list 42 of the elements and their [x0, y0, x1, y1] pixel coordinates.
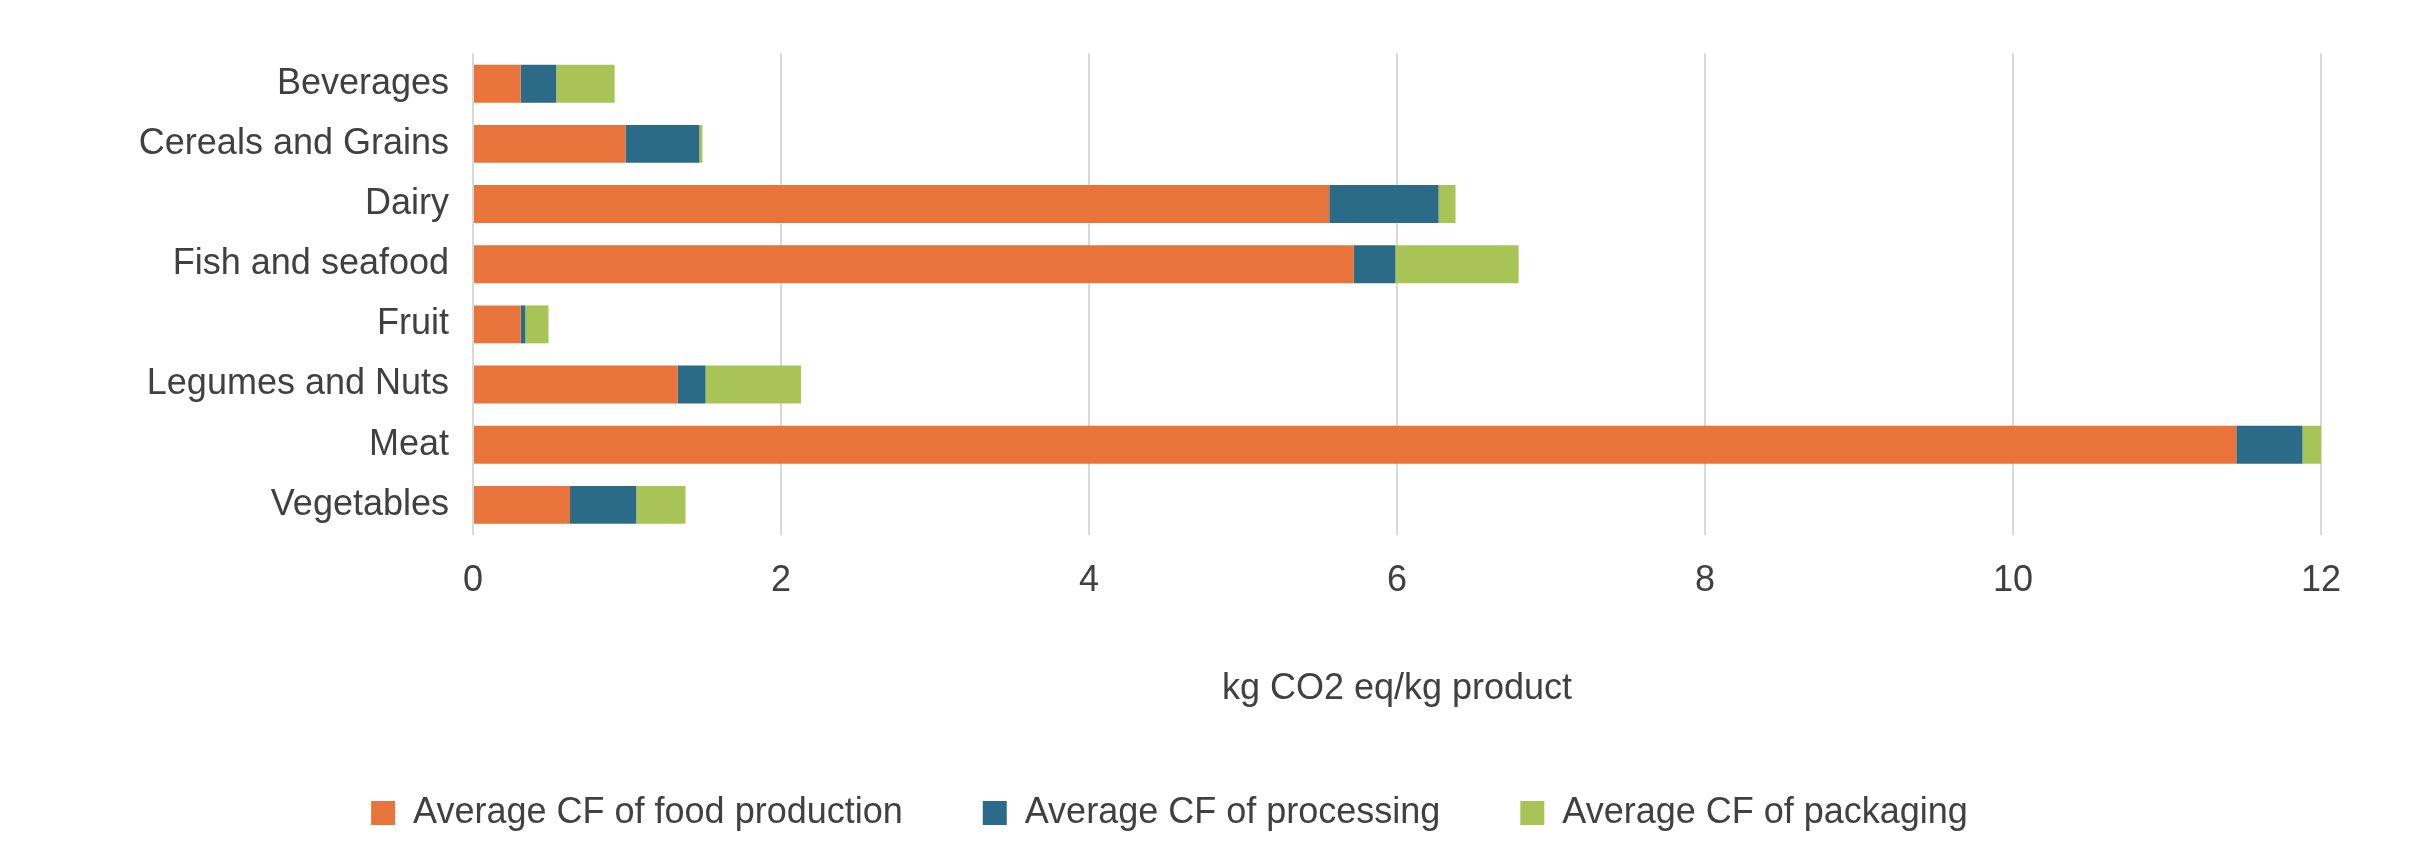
bar — [2236, 425, 2303, 464]
bar — [556, 64, 615, 103]
x-tick-label: 12 — [2300, 557, 2342, 599]
x-tick-label: 2 — [770, 557, 792, 599]
bar — [474, 305, 521, 344]
x-tick-label: 0 — [462, 557, 484, 599]
y-tick-label: Vegetables — [270, 481, 449, 523]
bar — [570, 485, 637, 524]
bar — [1353, 245, 1396, 284]
y-tick-label: Meat — [368, 421, 449, 463]
bar — [525, 305, 549, 344]
bar — [677, 365, 706, 404]
y-tick-label: Cereals and Grains — [138, 120, 449, 162]
bar — [625, 124, 700, 163]
y-tick-label: Legumes and Nuts — [146, 361, 449, 403]
legend-label: Average CF of packaging — [1562, 789, 1968, 831]
y-tick-label: Fruit — [377, 301, 449, 343]
bar — [699, 124, 703, 163]
bar — [474, 124, 626, 163]
x-tick-label: 8 — [1694, 557, 1716, 599]
y-tick-label: Beverages — [276, 60, 449, 102]
bar — [474, 245, 1354, 284]
bar — [1329, 185, 1439, 223]
legend-label: Average CF of processing — [1024, 789, 1441, 831]
x-tick-label: 10 — [1992, 557, 2034, 599]
bar — [705, 365, 802, 404]
x-axis-title: kg CO2 eq/kg product — [1221, 666, 1573, 708]
bar — [636, 485, 686, 524]
bar — [474, 485, 571, 524]
bar — [1395, 245, 1519, 284]
bar — [1438, 185, 1456, 223]
bar — [474, 425, 2237, 464]
bar — [474, 64, 521, 103]
bar — [474, 365, 678, 404]
x-tick-label: 6 — [1386, 557, 1408, 599]
y-tick-label: Dairy — [364, 180, 449, 222]
bar — [474, 185, 1330, 223]
legend-label: Average CF of food production — [413, 789, 903, 831]
bar — [520, 64, 557, 103]
y-tick-label: Fish and seafood — [172, 241, 449, 283]
bar — [2302, 425, 2321, 464]
x-tick-label: 4 — [1078, 557, 1100, 599]
